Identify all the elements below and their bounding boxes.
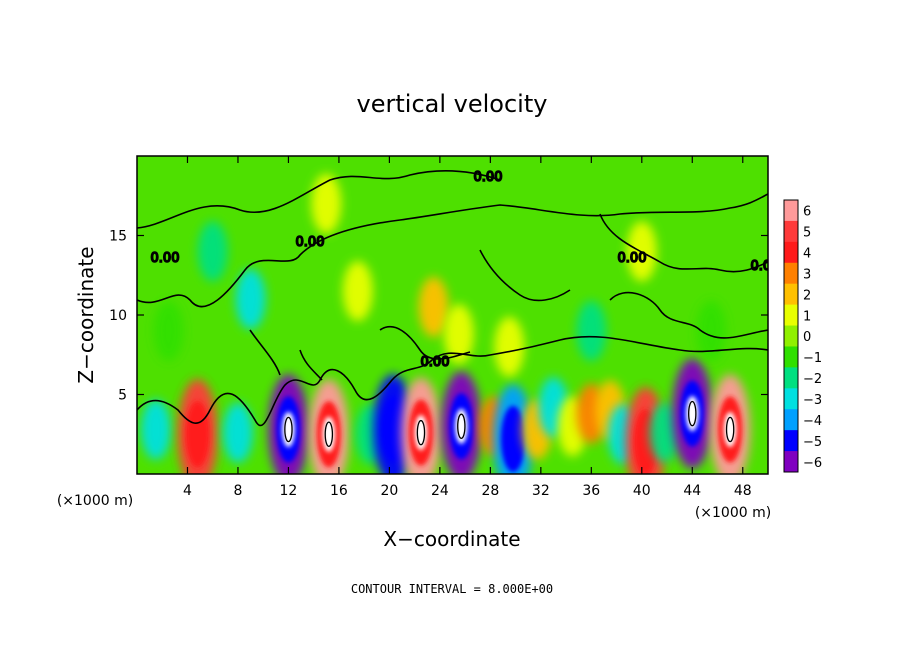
x-tick-label: 4 <box>183 483 192 499</box>
field-cell <box>268 374 309 474</box>
contour-line <box>249 329 323 381</box>
contour-label: 0.00 <box>421 355 450 370</box>
colorbar-label: −2 <box>803 372 822 387</box>
x-tick-label: 44 <box>683 483 701 499</box>
contour-line <box>609 291 768 339</box>
colorbar-segment <box>784 283 798 306</box>
x-axis: 4 8 12 16 20 24 28 32 36 40 44 48 <box>183 156 752 499</box>
zero-contours: 0.00 0.00 0.00 0.00 0.00 0.00 <box>137 169 780 427</box>
colorbar-segment <box>784 325 798 347</box>
field-cell <box>235 269 266 330</box>
colorbar-label: −5 <box>803 435 822 450</box>
contour-line <box>479 249 571 302</box>
field-cell <box>342 261 373 322</box>
colorbar-segment <box>784 409 798 431</box>
field-cell <box>493 384 534 474</box>
field-cell <box>494 316 525 377</box>
field-cell <box>576 300 607 361</box>
colorbar-segment <box>784 220 798 243</box>
x-axis-label: X−coordinate <box>383 527 520 551</box>
x-tick-label: 12 <box>280 483 298 499</box>
y-axis: 5 10 15 <box>109 229 768 404</box>
field-cell <box>140 399 171 460</box>
y-tick-label: 15 <box>109 229 127 245</box>
field-cell <box>308 379 349 474</box>
x-tick-label: 48 <box>734 483 752 499</box>
contour-line <box>379 326 471 360</box>
y-tick-label: 5 <box>118 388 127 404</box>
x-tick-label: 16 <box>330 483 348 499</box>
colorbar-frame <box>783 199 799 473</box>
colorbar-label: 1 <box>803 309 811 324</box>
x-tick-label: 32 <box>532 483 550 499</box>
colorbar-label: 0 <box>803 330 811 345</box>
field-cell <box>696 300 727 361</box>
x-tick-label: 28 <box>481 483 499 499</box>
x-tick-label: 36 <box>582 483 600 499</box>
colorbar-label: 6 <box>803 205 811 220</box>
colorbar-segment <box>784 241 798 264</box>
colorbar-label: 4 <box>803 247 811 262</box>
colorbar-label: −3 <box>803 393 822 408</box>
contour-line <box>137 335 768 427</box>
field-cell <box>222 402 253 463</box>
colorbar: 6 5 4 3 2 1 0 −1 −2 −3 −4 −5 −6 <box>783 199 822 473</box>
contour-interval-footer: CONTOUR INTERVAL = 8.000E+00 <box>351 582 553 596</box>
colorbar-segment <box>784 304 798 327</box>
field-cell <box>672 358 713 469</box>
colorbar-segment <box>784 200 798 222</box>
colorbar-segment <box>784 430 798 452</box>
x-tick-label: 20 <box>380 483 398 499</box>
contour-line <box>137 170 501 229</box>
contour-label: 0.00 <box>474 170 503 185</box>
field-cell <box>177 379 218 474</box>
y-tick-label: 10 <box>109 308 127 324</box>
x-unit-left: (×1000 m) <box>57 493 133 509</box>
x-tick-label: 40 <box>633 483 651 499</box>
colorbar-segment <box>784 388 798 410</box>
colorbar-label: 3 <box>803 267 811 282</box>
colorbar-label: −6 <box>803 456 822 471</box>
chart-title: vertical velocity <box>357 90 548 118</box>
field-cell <box>400 377 441 474</box>
field-cell <box>649 402 680 463</box>
colorbar-segment <box>784 262 798 285</box>
x-tick-label: 8 <box>233 483 242 499</box>
colorbar-label: 5 <box>803 226 811 241</box>
contour-label: 0.00 <box>618 251 647 266</box>
colorbar-segment <box>784 346 798 368</box>
colorbar-segment <box>784 451 798 473</box>
plot-area: 0.000.000.000.000.000.00 4 8 12 16 20 24 28 32 3… <box>109 155 780 499</box>
x-unit-right: (×1000 m) <box>695 505 771 521</box>
x-tick-label: 24 <box>431 483 449 499</box>
field-cell <box>710 374 751 474</box>
colorbar-label: 2 <box>803 288 811 303</box>
contour-label: 0.00 <box>296 235 325 250</box>
y-axis-label: Z−coordinate <box>74 246 98 383</box>
contour-label: 0.00 <box>151 251 180 266</box>
field-cell <box>197 221 228 282</box>
colorbar-label: −1 <box>803 351 822 366</box>
contour-line <box>599 213 768 273</box>
colorbar-segment <box>784 367 798 389</box>
velocity-field <box>140 173 751 474</box>
field-cell <box>443 304 474 365</box>
contour-line <box>137 193 768 308</box>
field-cell <box>311 173 342 234</box>
contour-label: 0.00 <box>751 259 780 274</box>
field-cell <box>441 371 482 474</box>
field-cell <box>153 300 184 361</box>
field-cell <box>418 277 449 338</box>
colorbar-label: −4 <box>803 414 822 429</box>
